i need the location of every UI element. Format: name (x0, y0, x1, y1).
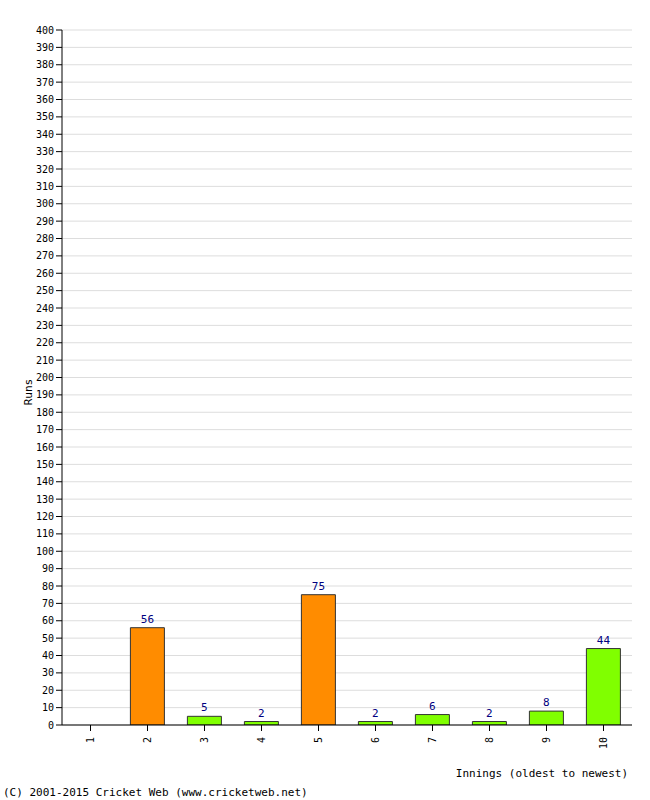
svg-text:2: 2 (142, 737, 153, 743)
svg-text:380: 380 (36, 59, 54, 70)
svg-text:190: 190 (36, 389, 54, 400)
svg-text:210: 210 (36, 355, 54, 366)
svg-text:30: 30 (42, 667, 54, 678)
svg-text:8: 8 (543, 696, 550, 709)
svg-text:180: 180 (36, 407, 54, 418)
svg-text:5: 5 (313, 737, 324, 743)
svg-text:Runs: Runs (22, 379, 35, 406)
svg-text:150: 150 (36, 459, 54, 470)
svg-text:2: 2 (486, 707, 493, 720)
svg-text:390: 390 (36, 42, 54, 53)
svg-text:5: 5 (201, 701, 208, 714)
svg-text:40: 40 (42, 650, 54, 661)
svg-text:130: 130 (36, 494, 54, 505)
svg-text:230: 230 (36, 320, 54, 331)
svg-text:80: 80 (42, 581, 54, 592)
svg-text:310: 310 (36, 181, 54, 192)
svg-text:(C) 2001-2015 Cricket Web (www: (C) 2001-2015 Cricket Web (www.cricketwe… (8, 786, 308, 799)
svg-text:100: 100 (36, 546, 54, 557)
svg-text:0: 0 (48, 720, 54, 731)
svg-text:10: 10 (42, 702, 54, 713)
svg-text:400: 400 (36, 25, 54, 36)
svg-text:160: 160 (36, 442, 54, 453)
svg-text:360: 360 (36, 94, 54, 105)
svg-text:220: 220 (36, 337, 54, 348)
svg-text:240: 240 (36, 303, 54, 314)
svg-text:270: 270 (36, 250, 54, 261)
svg-text:6: 6 (429, 700, 436, 713)
svg-text:320: 320 (36, 164, 54, 175)
svg-text:44: 44 (597, 634, 611, 647)
svg-text:330: 330 (36, 146, 54, 157)
svg-text:140: 140 (36, 476, 54, 487)
svg-text:Innings (oldest to newest): Innings (oldest to newest) (456, 767, 628, 780)
svg-text:280: 280 (36, 233, 54, 244)
svg-text:50: 50 (42, 633, 54, 644)
svg-text:170: 170 (36, 424, 54, 435)
svg-text:9: 9 (541, 737, 552, 743)
svg-text:2: 2 (372, 707, 379, 720)
svg-text:60: 60 (42, 615, 54, 626)
svg-text:7: 7 (427, 737, 438, 743)
svg-text:20: 20 (42, 685, 54, 696)
svg-text:1: 1 (85, 737, 96, 743)
svg-text:90: 90 (42, 563, 54, 574)
svg-text:340: 340 (36, 129, 54, 140)
svg-text:110: 110 (36, 528, 54, 539)
svg-text:10: 10 (598, 737, 609, 749)
svg-text:200: 200 (36, 372, 54, 383)
svg-text:120: 120 (36, 511, 54, 522)
svg-text:2: 2 (258, 707, 265, 720)
svg-text:75: 75 (312, 580, 325, 593)
svg-text:8: 8 (484, 737, 495, 743)
svg-text:56: 56 (141, 613, 154, 626)
svg-text:350: 350 (36, 111, 54, 122)
svg-text:300: 300 (36, 198, 54, 209)
svg-text:70: 70 (42, 598, 54, 609)
svg-text:370: 370 (36, 77, 54, 88)
svg-text:260: 260 (36, 268, 54, 279)
svg-text:250: 250 (36, 285, 54, 296)
svg-text:290: 290 (36, 216, 54, 227)
svg-text:4: 4 (256, 737, 267, 743)
svg-text:6: 6 (370, 737, 381, 743)
svg-text:3: 3 (199, 737, 210, 743)
